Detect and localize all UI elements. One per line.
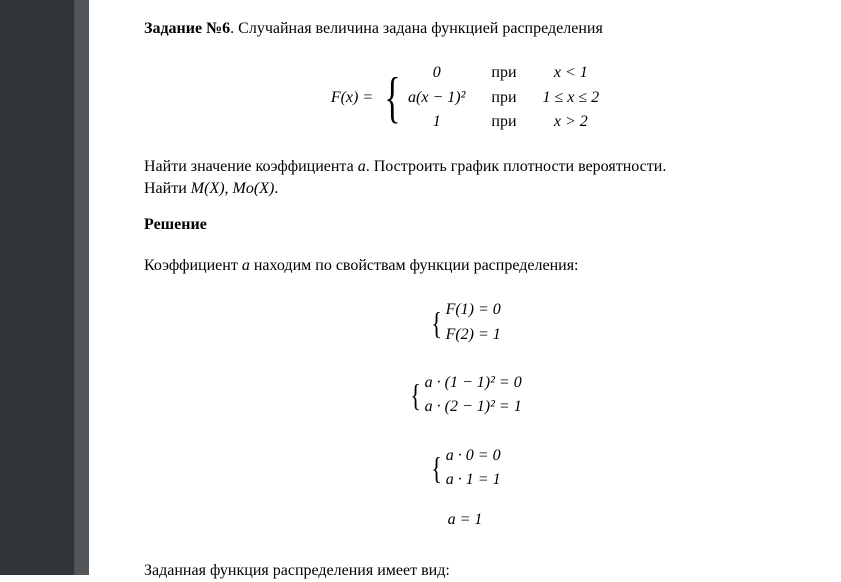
result-equation: a = 1 <box>144 509 786 531</box>
sys2-row0: a · (1 − 1)² = 0 <box>425 372 522 394</box>
page-gutter <box>75 0 89 575</box>
pw-word-2: при <box>491 111 516 133</box>
system-3: { a · 0 = 0 a · 1 = 1 <box>144 437 786 500</box>
distribution-function: F(x) = { 0 при x < 1 a(x − 1)² при 1 ≤ x… <box>144 62 786 133</box>
brace-icon: { <box>432 307 443 339</box>
coeff-text-a: Коэффициент <box>144 257 242 274</box>
system-2: { a · (1 − 1)² = 0 a · (2 − 1)² = 1 <box>144 364 786 427</box>
brace-icon: { <box>411 379 422 411</box>
task-var-a: a <box>358 158 366 175</box>
brace-icon: { <box>432 452 443 484</box>
pw-word-0: при <box>491 62 516 84</box>
task-line1-a: Найти значение коэффициента <box>144 158 358 175</box>
sys3-row1: a · 1 = 1 <box>446 469 501 491</box>
task-line2-a: Найти <box>144 180 191 197</box>
solution-header: Решение <box>144 214 786 236</box>
coeff-text-b: находим по свойствам функции распределен… <box>250 257 579 274</box>
pw-cond-2: x > 2 <box>543 111 600 133</box>
sys3-row0: a · 0 = 0 <box>446 445 501 467</box>
sys1-row0: F(1) = 0 <box>446 299 501 321</box>
pw-expr-2: 1 <box>408 111 465 133</box>
brace-icon: { <box>385 70 401 126</box>
coeff-sentence: Коэффициент a находим по свойствам функц… <box>144 255 786 277</box>
final-sentence: Заданная функция распределения имеет вид… <box>144 560 786 582</box>
task-description: Найти значение коэффициента a. Построить… <box>144 156 786 201</box>
task-line1-b: . Построить график плотности вероятности… <box>366 158 667 175</box>
pw-cond-0: x < 1 <box>543 62 600 84</box>
piecewise-grid: 0 при x < 1 a(x − 1)² при 1 ≤ x ≤ 2 1 пр… <box>408 62 599 133</box>
task-line2-c: , <box>225 180 233 197</box>
pw-word-1: при <box>491 87 516 109</box>
system-1: { F(1) = 0 F(2) = 1 <box>144 291 786 354</box>
piecewise-lhs: F(x) = <box>331 87 373 109</box>
task-line2-d: . <box>274 180 278 197</box>
pw-expr-0: 0 <box>408 62 465 84</box>
task-mox: Mo(X) <box>233 180 275 197</box>
coeff-var: a <box>242 257 250 274</box>
pdf-thumbnail-sidebar <box>0 0 75 575</box>
task-title-line: Задание №6. Случайная величина задана фу… <box>144 18 786 40</box>
task-title-rest: . Случайная величина задана функцией рас… <box>230 20 603 37</box>
pw-cond-1: 1 ≤ x ≤ 2 <box>543 87 600 109</box>
document-page: Задание №6. Случайная величина задана фу… <box>89 0 841 575</box>
task-mx: M(X) <box>191 180 225 197</box>
pw-expr-1: a(x − 1)² <box>408 87 465 109</box>
sys2-row1: a · (2 − 1)² = 1 <box>425 396 522 418</box>
sys1-row1: F(2) = 1 <box>446 324 501 346</box>
task-number: Задание №6 <box>144 20 230 37</box>
